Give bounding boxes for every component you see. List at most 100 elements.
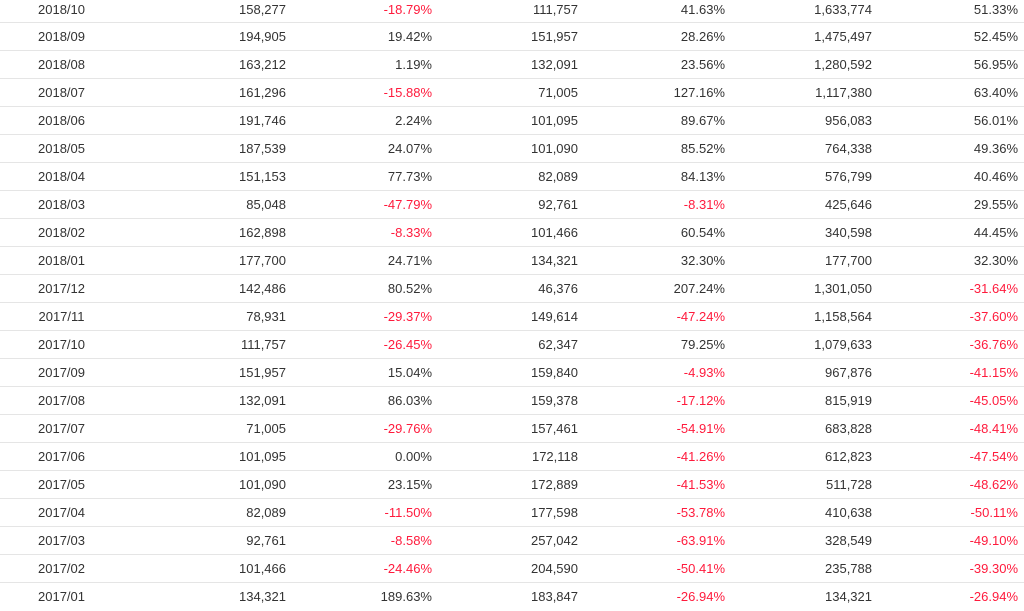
cell-change-b: 41.63% — [680, 2, 725, 17]
cell-value-b: 172,118 — [531, 449, 578, 464]
table-row: 2017/05 101,090 23.15% 172,889 -41.53% 511,72… — [0, 471, 1024, 499]
cell-period: 2017/04 — [38, 505, 85, 520]
cell-value-a: 134,321 — [239, 589, 286, 604]
table-row: 2017/10 111,757 -26.45% 62,347 79.25% 1,079,6… — [0, 331, 1024, 359]
cell-period: 2018/03 — [38, 197, 85, 212]
cell-cumulative: 967,876 — [825, 365, 872, 380]
cell-change-cumulative: -47.54% — [969, 449, 1018, 464]
cell-change-a: 0.00% — [395, 449, 432, 464]
cell-change-a: -11.50% — [384, 505, 432, 520]
cell-value-b: 71,005 — [538, 85, 578, 100]
cell-change-b: -41.53% — [676, 477, 725, 492]
cell-change-cumulative: 63.40% — [973, 85, 1018, 100]
cell-change-b: 32.30% — [680, 253, 725, 268]
cell-value-a: 162,898 — [239, 225, 286, 240]
cell-change-cumulative: -50.11% — [970, 505, 1018, 520]
cell-value-b: 177,598 — [531, 505, 578, 520]
cell-cumulative: 683,828 — [825, 421, 872, 436]
cell-change-a: -8.58% — [390, 533, 432, 548]
cell-period: 2018/08 — [38, 57, 85, 72]
table-row: 2017/08 132,091 86.03% 159,378 -17.12% 815,91… — [0, 387, 1024, 415]
cell-change-b: 127.16% — [673, 85, 725, 100]
cell-change-cumulative: -41.15% — [969, 365, 1018, 380]
cell-cumulative: 576,799 — [825, 169, 872, 184]
table-row: 2017/01 134,321 189.63% 183,847 -26.94% 134,3… — [0, 583, 1024, 611]
cell-cumulative: 1,633,774 — [814, 2, 872, 17]
table-row: 2017/11 78,931 -29.37% 149,614 -47.24% 1,158,… — [0, 303, 1024, 331]
cell-change-cumulative: 32.30% — [973, 253, 1018, 268]
cell-change-a: -29.37% — [383, 309, 432, 324]
cell-change-b: 60.54% — [680, 225, 725, 240]
cell-change-cumulative: 49.36% — [973, 141, 1018, 156]
cell-value-b: 101,090 — [531, 141, 578, 156]
cell-cumulative: 410,638 — [825, 505, 872, 520]
cell-change-a: 1.19% — [395, 57, 432, 72]
table-row: 2017/09 151,957 15.04% 159,840 -4.93% 967,876… — [0, 359, 1024, 387]
cell-value-a: 142,486 — [239, 281, 286, 296]
cell-change-b: -4.93% — [683, 365, 725, 380]
cell-period: 2018/06 — [38, 113, 85, 128]
cell-change-b: 85.52% — [680, 141, 725, 156]
cell-period: 2017/07 — [38, 421, 85, 436]
table-row: 2018/05 187,539 24.07% 101,090 85.52% 764,338… — [0, 135, 1024, 163]
cell-value-b: 257,042 — [531, 533, 578, 548]
cell-change-a: 23.15% — [387, 477, 432, 492]
cell-period: 2017/06 — [38, 449, 85, 464]
cell-change-a: -8.33% — [390, 225, 432, 240]
cell-value-a: 71,005 — [246, 421, 286, 436]
cell-cumulative: 511,728 — [825, 477, 872, 492]
cell-value-a: 111,757 — [240, 337, 286, 352]
cell-cumulative: 815,919 — [825, 393, 872, 408]
cell-change-cumulative: 29.55% — [973, 197, 1018, 212]
cell-value-b: 204,590 — [531, 561, 578, 576]
cell-period: 2017/03 — [38, 533, 85, 548]
cell-cumulative: 328,549 — [825, 533, 872, 548]
cell-value-b: 101,095 — [531, 113, 578, 128]
cell-cumulative: 425,646 — [825, 197, 872, 212]
cell-change-b: -26.94% — [676, 589, 725, 604]
table-row: 2017/04 82,089 -11.50% 177,598 -53.78% 410,63… — [0, 499, 1024, 527]
table-row: 2017/12 142,486 80.52% 46,376 207.24% 1,301,0… — [0, 275, 1024, 303]
cell-value-b: 101,466 — [531, 225, 578, 240]
table-row: 2018/02 162,898 -8.33% 101,466 60.54% 340,598… — [0, 219, 1024, 247]
cell-value-a: 82,089 — [246, 505, 286, 520]
cell-change-cumulative: -36.76% — [969, 337, 1018, 352]
cell-value-b: 159,378 — [531, 393, 578, 408]
cell-cumulative: 1,301,050 — [814, 281, 872, 296]
cell-value-b: 132,091 — [531, 57, 578, 72]
cell-value-b: 46,376 — [538, 281, 578, 296]
cell-cumulative: 956,083 — [825, 113, 872, 128]
cell-value-a: 194,905 — [239, 29, 286, 44]
cell-change-cumulative: 56.01% — [973, 113, 1018, 128]
cell-change-b: -17.12% — [676, 393, 725, 408]
cell-value-a: 163,212 — [239, 57, 286, 72]
cell-period: 2017/02 — [38, 561, 85, 576]
cell-value-a: 132,091 — [239, 393, 286, 408]
cell-period: 2018/07 — [38, 85, 85, 100]
cell-value-a: 151,957 — [239, 365, 286, 380]
cell-change-a: 189.63% — [380, 589, 432, 604]
table-row: 2018/04 151,153 77.73% 82,089 84.13% 576,799 4… — [0, 163, 1024, 191]
cell-change-a: -29.76% — [383, 421, 432, 436]
cell-value-a: 151,153 — [239, 169, 286, 184]
cell-value-a: 78,931 — [246, 309, 286, 324]
table-row: 2018/03 85,048 -47.79% 92,761 -8.31% 425,646 2… — [0, 191, 1024, 219]
cell-cumulative: 1,280,592 — [814, 57, 872, 72]
cell-period: 2017/12 — [38, 281, 85, 296]
cell-change-b: 84.13% — [680, 169, 725, 184]
cell-change-b: 23.56% — [680, 57, 725, 72]
cell-value-b: 159,840 — [531, 365, 578, 380]
cell-cumulative: 1,158,564 — [814, 309, 872, 324]
cell-change-b: -8.31% — [683, 197, 725, 212]
cell-change-cumulative: 56.95% — [973, 57, 1018, 72]
cell-change-a: -15.88% — [383, 85, 432, 100]
table-row: 2018/09 194,905 19.42% 151,957 28.26% 1,475,4… — [0, 23, 1024, 51]
cell-value-b: 157,461 — [531, 421, 578, 436]
cell-value-a: 191,746 — [239, 113, 286, 128]
table-row: 2017/03 92,761 -8.58% 257,042 -63.91% 328,549… — [0, 527, 1024, 555]
cell-change-cumulative: -49.10% — [969, 533, 1018, 548]
cell-change-cumulative: -45.05% — [969, 393, 1018, 408]
cell-period: 2018/10 — [38, 2, 85, 17]
cell-change-a: 24.71% — [387, 253, 432, 268]
